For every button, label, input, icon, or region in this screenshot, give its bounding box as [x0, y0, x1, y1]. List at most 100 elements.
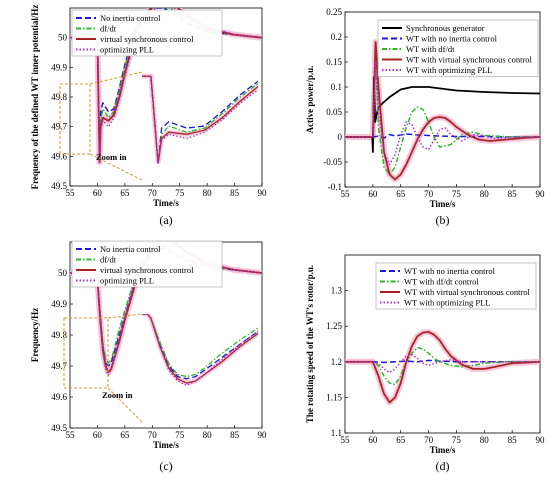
chart-c: 55 60 65 70 75 80 85 90 49.5 49.6 49.7 49.8 49.9 50 Ti… — [30, 240, 268, 473]
legend-entry: WT with df/dt — [406, 44, 455, 54]
x-tick-label: 75 — [452, 435, 462, 445]
x-tick-label: 80 — [480, 189, 490, 199]
x-axis-label: Time/s — [430, 199, 456, 209]
x-tick-label: 60 — [93, 188, 103, 198]
legend-box — [375, 262, 537, 310]
legend-entry: WT with no inertia control — [404, 266, 496, 276]
inset-series-line-dfdt — [142, 314, 258, 378]
inset-series-line-pll — [142, 75, 258, 164]
series-line-virtual_sync — [345, 331, 540, 404]
legend-entry: df/dt — [100, 255, 117, 265]
y-tick-label: 1.2 — [331, 357, 342, 367]
x-tick-label: 55 — [341, 435, 351, 445]
y-tick-label: 0 — [338, 132, 343, 142]
series-line-dfdt — [345, 346, 540, 386]
inset-series-line-pll — [142, 314, 258, 387]
x-tick-label: 80 — [203, 188, 213, 198]
x-tick-label: 65 — [396, 435, 406, 445]
x-tick-label: 60 — [93, 430, 103, 440]
zoom-label: Zoom in — [96, 152, 127, 162]
zoom-inset — [142, 72, 258, 180]
legend-entry: WT with virtual synchronous control — [406, 55, 533, 65]
x-tick-label: 65 — [120, 430, 130, 440]
x-tick-label: 80 — [480, 435, 490, 445]
legend-entry: WT with no inertia control — [406, 34, 498, 44]
x-tick-label: 55 — [66, 188, 76, 198]
zoom-connector — [107, 387, 143, 423]
series-line-pll — [70, 244, 262, 377]
x-tick-label: 90 — [258, 430, 268, 440]
x-tick-label: 60 — [368, 189, 378, 199]
y-tick-label: 49.6 — [51, 151, 67, 161]
x-tick-label: 70 — [148, 430, 158, 440]
legend-entry: df/dt — [100, 24, 117, 34]
y-tick-label: 49.6 — [51, 392, 67, 402]
y-tick-label: 1.25 — [326, 321, 342, 331]
y-tick-label: -0.1 — [328, 182, 342, 192]
legend-entry: Synchronous generator — [406, 23, 485, 33]
zoom-connector — [107, 313, 143, 319]
y-tick-label: 0.15 — [326, 57, 342, 67]
y-tick-label: 49.8 — [51, 330, 67, 340]
legend-box — [377, 19, 539, 77]
x-tick-label: 70 — [424, 189, 434, 199]
x-tick-label: 80 — [203, 430, 213, 440]
zoom-connector — [89, 71, 143, 85]
y-axis-label: Frequency/Hz — [30, 308, 40, 362]
chart-a: 55 60 65 70 75 80 85 90 49.5 49.6 49.7 49.8 49.9 50 Ti… — [30, 5, 268, 227]
inset-series-line-virtual_sync — [142, 314, 258, 384]
plot-area — [345, 39, 540, 183]
legend-entry: optimizing PLL — [100, 276, 154, 286]
panel-label: (a) — [159, 213, 172, 227]
panel-label: (d) — [436, 459, 450, 473]
x-tick-label: 70 — [424, 435, 434, 445]
y-tick-label: 49.5 — [51, 423, 67, 433]
legend-entry: optimizing PLL — [100, 45, 154, 55]
zoom-region-box — [63, 317, 109, 389]
chart-b: 55 60 65 70 75 80 85 90 -0.1 -0.05 0 0.05 0.1 0.15 0.2… — [305, 7, 545, 227]
legend-entry: virtual synchronous control — [100, 265, 194, 275]
x-tick-label: 75 — [175, 430, 185, 440]
x-tick-label: 55 — [66, 430, 76, 440]
series-line-pll — [345, 61, 540, 166]
legend-box — [71, 9, 223, 57]
y-tick-label: 1.3 — [331, 286, 343, 296]
y-tick-label: 1.15 — [326, 392, 342, 402]
series-line-dfdt — [345, 51, 540, 176]
chart-d: 55 60 65 70 75 80 85 90 1.1 1.15 1.2 1.25 1.3 Time/s T… — [305, 254, 546, 473]
legend-box — [71, 240, 223, 288]
legend-entry: No inertia control — [100, 244, 161, 254]
x-tick-label: 85 — [508, 189, 518, 199]
x-tick-label: 60 — [368, 435, 378, 445]
x-axis-label: Time/s — [153, 198, 179, 208]
legend-entry: virtual synchronous control — [100, 34, 194, 44]
x-axis-label: Time/s — [430, 445, 456, 455]
y-tick-label: 49.9 — [51, 62, 67, 72]
zoom-label: Zoom in — [102, 390, 133, 400]
series-line-no_inertia — [345, 133, 540, 139]
x-tick-label: 75 — [452, 189, 462, 199]
y-tick-label: 0.2 — [331, 32, 342, 42]
y-tick-label: 49.8 — [51, 92, 67, 102]
y-tick-label: 0.1 — [331, 82, 342, 92]
inset-series-line-no_inertia — [142, 314, 258, 380]
x-tick-label: 90 — [258, 188, 268, 198]
panel-label: (b) — [436, 213, 450, 227]
x-tick-label: 65 — [396, 189, 406, 199]
x-tick-label: 70 — [148, 188, 158, 198]
x-tick-label: 75 — [175, 188, 185, 198]
legend-entry: WT with virtual synchronous control — [404, 287, 531, 297]
y-tick-label: 49.7 — [51, 122, 67, 132]
legend-entry: WT with df/dt control — [404, 277, 479, 287]
x-tick-label: 90 — [536, 435, 546, 445]
x-tick-label: 85 — [230, 430, 240, 440]
plot-area — [345, 328, 540, 406]
y-tick-label: 49.9 — [51, 299, 67, 309]
legend-entry: WT with optimizing PLL — [406, 65, 493, 75]
y-tick-label: 50 — [58, 268, 68, 278]
y-tick-label: -0.05 — [323, 157, 342, 167]
y-tick-label: 1.1 — [331, 428, 342, 438]
series-line-pll — [345, 353, 540, 374]
